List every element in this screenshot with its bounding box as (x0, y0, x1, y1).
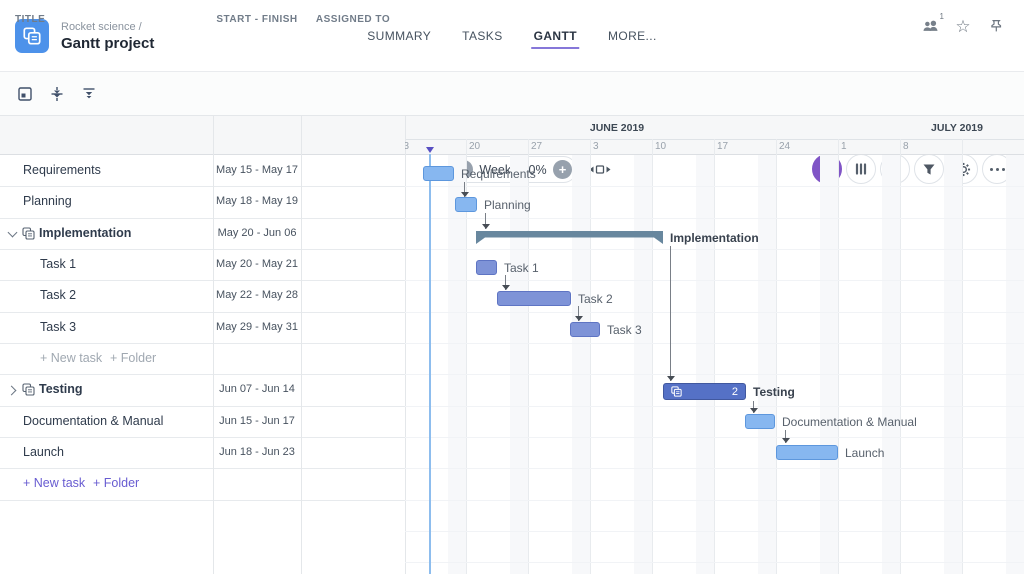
day-tick: 1 (841, 141, 847, 152)
zoom-in-button[interactable]: + (552, 160, 572, 179)
dependency-arrow (574, 306, 583, 321)
breadcrumb[interactable]: Rocket science / (61, 20, 142, 33)
dependency-arrow (749, 401, 758, 413)
group-add-row: + New task + Folder (0, 343, 405, 374)
gantt-bar-requirements[interactable] (423, 166, 454, 181)
add-folder-link[interactable]: + Folder (93, 476, 140, 490)
table-row-testing[interactable]: Testing Jun 07 - Jun 14 (0, 374, 405, 405)
gantt-bar-task1[interactable] (476, 260, 497, 275)
table-row-task2[interactable]: Task 2 May 22 - May 28 (40, 288, 298, 302)
day-tick: 20 (469, 141, 481, 152)
dependency-arrow (501, 275, 510, 290)
tab-more[interactable]: MORE... (607, 29, 657, 43)
table-row-requirements[interactable]: Requirements May 15 - May 17 (23, 163, 298, 177)
month-label-june: JUNE 2019 (589, 122, 645, 134)
table-row-task1[interactable]: Task 1 May 20 - May 21 (40, 257, 298, 271)
collaborators-count: 1 (939, 12, 944, 21)
day-tick: 13 (405, 141, 410, 152)
collapse-chevron-icon[interactable] (9, 231, 16, 238)
folder-icon (22, 227, 35, 240)
today-marker-icon (426, 147, 434, 153)
column-header-start-finish[interactable]: START - FINISH (216, 14, 298, 25)
bar-label: Testing (753, 385, 795, 399)
gantt-bar-launch[interactable] (776, 445, 838, 460)
grid-header (0, 116, 1024, 155)
day-tick: 24 (779, 141, 791, 152)
folder-icon (671, 386, 682, 397)
bar-label: Task 3 (607, 323, 642, 337)
table-gantt-divider[interactable] (405, 116, 406, 574)
subtask-count-badge: 2 (731, 385, 738, 398)
column-divider[interactable] (213, 116, 214, 574)
tab-summary[interactable]: SUMMARY (367, 29, 432, 43)
fit-timeline-icon[interactable] (588, 163, 612, 176)
tab-gantt[interactable]: GANTT (531, 23, 579, 49)
column-header-title[interactable]: TITLE (15, 14, 46, 25)
column-divider[interactable] (301, 116, 302, 574)
stacked-pages-icon (23, 27, 41, 45)
page-title: Gantt project (61, 34, 155, 52)
bar-label: Documentation & Manual (782, 415, 917, 429)
column-header-assigned-to[interactable]: ASSIGNED TO (315, 14, 391, 25)
bar-label: Task 1 (504, 261, 539, 275)
bar-label: Task 2 (578, 292, 613, 306)
day-tick: 10 (655, 141, 667, 152)
gantt-bar-task2[interactable] (497, 291, 571, 306)
gantt-toolbar: − Week 100% + (0, 72, 1024, 184)
collaborators-icon[interactable]: 1 (920, 12, 944, 36)
dependency-arrow (460, 182, 469, 197)
fullscreen-icon[interactable] (16, 85, 34, 103)
ellipsis-icon (989, 167, 1005, 171)
project-info: Rocket science / Gantt project (15, 19, 154, 53)
bar-label: Launch (845, 446, 885, 460)
collapse-all-icon[interactable] (80, 85, 98, 103)
project-icon[interactable] (15, 19, 49, 53)
filter-button[interactable] (914, 154, 944, 184)
dependency-arrow (666, 246, 675, 381)
day-tick: 17 (717, 141, 729, 152)
gantt-bar-documentation[interactable] (745, 414, 775, 429)
table-row-implementation[interactable]: Implementation May 20 - Jun 06 (0, 218, 405, 249)
add-folder-link[interactable]: + Folder (110, 351, 157, 365)
bar-label: Requirements (461, 167, 536, 181)
table-row-documentation[interactable]: Documentation & Manual Jun 15 - Jun 17 (23, 414, 295, 428)
star-icon[interactable]: ☆ (955, 16, 971, 36)
day-tick: 3 (593, 141, 599, 152)
dependency-arrow (481, 213, 490, 229)
tab-tasks[interactable]: TASKS (462, 29, 503, 43)
center-on-today-icon[interactable] (48, 85, 66, 103)
add-task-link[interactable]: + New task (40, 351, 103, 365)
add-task-link[interactable]: + New task (23, 476, 86, 490)
bar-label: Implementation (670, 231, 759, 245)
gantt-summary-implementation[interactable] (476, 231, 663, 245)
today-line (429, 154, 431, 574)
month-label-july: JULY 2019 (931, 122, 983, 134)
day-tick: 8 (903, 141, 909, 152)
root-add-row: + New task + Folder (0, 468, 405, 499)
view-tabs: SUMMARY TASKS GANTT MORE... (365, 0, 659, 72)
pin-icon[interactable] (986, 16, 1006, 36)
table-row-task3[interactable]: Task 3 May 29 - May 31 (40, 320, 298, 334)
gantt-bar-planning[interactable] (455, 197, 477, 212)
expand-chevron-icon[interactable] (9, 387, 16, 394)
gantt-bar-testing[interactable]: 2 (663, 383, 746, 400)
table-row-planning[interactable]: Planning May 18 - May 19 (23, 194, 298, 208)
columns-button[interactable] (846, 154, 876, 184)
table-row-launch[interactable]: Launch Jun 18 - Jun 23 (23, 445, 295, 459)
folder-icon (22, 383, 35, 396)
filter-icon (923, 164, 935, 175)
gantt-bar-task3[interactable] (570, 322, 600, 337)
bar-label: Planning (484, 198, 531, 212)
day-tick: 27 (531, 141, 543, 152)
header-actions: 1 ☆ (920, 0, 1006, 52)
gantt-chart: 13 20 27 3 10 17 24 1 8 Requirements Pla… (405, 116, 1024, 574)
app-header: Rocket science / Gantt project SUMMARY T… (0, 0, 1024, 72)
dependency-arrow (781, 430, 790, 443)
columns-icon (855, 163, 867, 175)
